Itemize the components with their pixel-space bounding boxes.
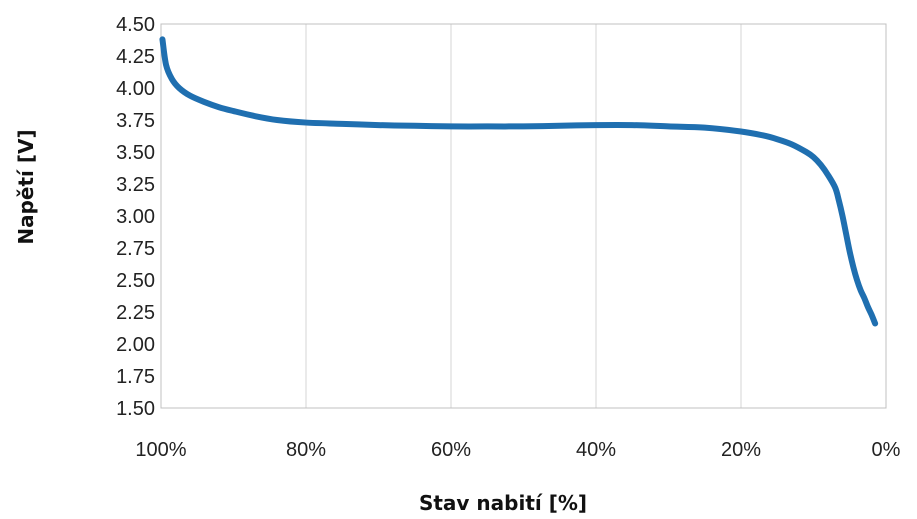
x-axis-title: Stav nabití [%] <box>419 491 587 515</box>
y-tick-label: 2.75 <box>116 238 155 260</box>
y-tick-label: 2.50 <box>116 270 155 292</box>
y-tick-label: 3.50 <box>116 142 155 164</box>
y-tick-label: 3.75 <box>116 110 155 132</box>
x-tick-label: 100% <box>135 439 186 461</box>
x-tick-labels: 100% 80% 60% 40% 20% 0% <box>135 439 900 461</box>
gridlines <box>305 24 742 408</box>
y-tick-label: 1.50 <box>116 398 155 420</box>
y-tick-label: 1.75 <box>116 366 155 388</box>
y-tick-label: 2.25 <box>116 302 155 324</box>
y-tick-label: 3.25 <box>116 174 155 196</box>
y-tick-label: 4.25 <box>116 46 155 68</box>
x-tick-label: 40% <box>576 439 616 461</box>
x-tick-label: 60% <box>431 439 471 461</box>
y-tick-label: 3.00 <box>116 206 155 228</box>
x-tick-label: 80% <box>286 439 326 461</box>
plot-frame <box>160 23 887 409</box>
y-tick-label: 4.50 <box>116 14 155 36</box>
x-tick-label: 20% <box>721 439 761 461</box>
y-tick-labels: 4.50 4.25 4.00 3.75 3.50 3.25 3.00 2.75 2.50 2.25… <box>116 14 155 420</box>
voltage-curve <box>159 36 879 327</box>
y-tick-label: 4.00 <box>116 78 155 100</box>
y-axis-title: Napětí [V] <box>14 129 38 244</box>
x-tick-label: 0% <box>872 439 901 461</box>
y-tick-label: 2.00 <box>116 334 155 356</box>
